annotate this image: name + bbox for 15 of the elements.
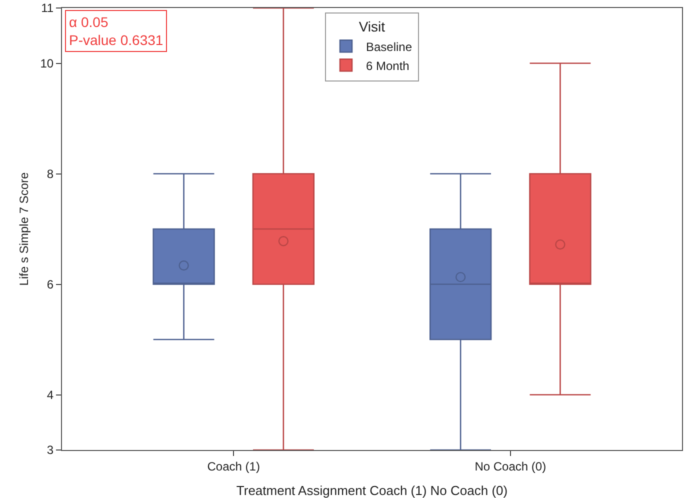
y-axis-title: Life s Simple 7 Score: [17, 172, 31, 286]
legend-title: Visit: [358, 18, 386, 35]
y-tick-label: 6: [46, 277, 54, 292]
x-tick-label: Coach (1): [207, 459, 260, 474]
annotation: α 0.05: [69, 14, 108, 30]
y-tick-label: 3: [46, 443, 54, 458]
x-axis-title: Treatment Assignment Coach (1) No Coach (0): [236, 483, 508, 498]
y-tick-label: 4: [46, 388, 54, 402]
annotation: P-value 0.6331: [69, 32, 164, 48]
legend-label: 6 Month: [366, 58, 410, 73]
y-tick-label: 8: [46, 166, 54, 181]
legend-label: Baseline: [366, 40, 412, 54]
y-tick-label: 11: [41, 1, 54, 16]
y-tick-label: 10: [40, 56, 54, 70]
x-tick-label: No Coach (0): [474, 459, 546, 474]
